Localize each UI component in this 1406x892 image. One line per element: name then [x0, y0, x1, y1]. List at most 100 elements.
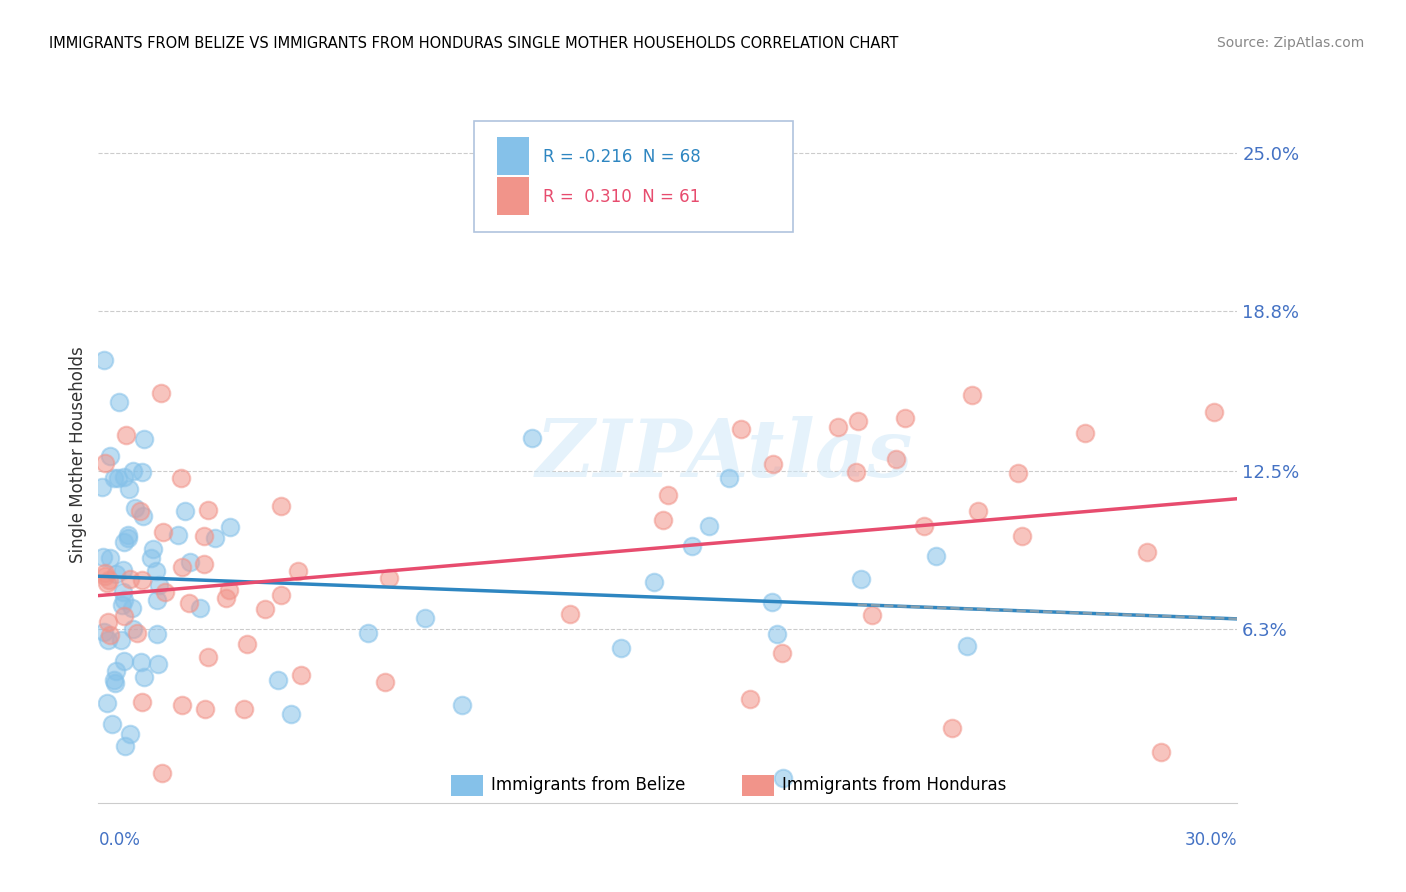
Point — [762, 457, 785, 471]
Point — [657, 487, 679, 501]
Point — [356, 626, 378, 640]
Point — [100, 716, 122, 731]
Point — [1204, 405, 1226, 419]
Point — [1011, 529, 1033, 543]
Point — [117, 528, 139, 542]
Point — [112, 593, 135, 607]
Point — [150, 766, 173, 780]
Text: R = -0.216  N = 68: R = -0.216 N = 68 — [543, 148, 700, 166]
Point — [770, 647, 793, 661]
FancyBboxPatch shape — [498, 177, 529, 215]
Point — [179, 555, 201, 569]
Point — [93, 352, 115, 367]
Point — [112, 534, 135, 549]
Point — [651, 513, 673, 527]
Point — [118, 572, 141, 586]
Point — [142, 541, 165, 556]
Point — [267, 673, 290, 687]
Point — [148, 578, 170, 592]
Point — [114, 739, 136, 753]
Point — [153, 584, 176, 599]
Point — [131, 695, 153, 709]
Point — [129, 503, 152, 517]
Point — [105, 664, 128, 678]
Text: R =  0.310  N = 61: R = 0.310 N = 61 — [543, 188, 700, 206]
Point — [884, 451, 907, 466]
Point — [146, 593, 169, 607]
Point — [177, 596, 200, 610]
Point — [197, 503, 219, 517]
Point — [956, 640, 979, 654]
Point — [139, 551, 162, 566]
Point — [150, 386, 173, 401]
Point — [91, 480, 114, 494]
Point — [112, 609, 135, 624]
Point — [1136, 545, 1159, 559]
Point — [860, 607, 883, 622]
Point — [194, 702, 217, 716]
Point — [966, 503, 988, 517]
Point — [104, 567, 127, 582]
Point — [765, 627, 787, 641]
Point — [215, 591, 238, 606]
Point — [761, 595, 783, 609]
Point — [110, 633, 132, 648]
Point — [120, 727, 142, 741]
Point — [110, 599, 132, 613]
Point — [827, 419, 849, 434]
Point — [846, 413, 869, 427]
Point — [772, 771, 794, 785]
Text: Immigrants from Honduras: Immigrants from Honduras — [782, 776, 1007, 795]
Text: Immigrants from Belize: Immigrants from Belize — [491, 776, 686, 795]
Point — [98, 450, 121, 464]
Point — [170, 471, 193, 485]
Point — [118, 482, 141, 496]
Point — [253, 602, 276, 616]
Point — [98, 551, 121, 566]
Point — [718, 471, 741, 485]
Point — [378, 571, 401, 585]
Point — [108, 395, 131, 409]
FancyBboxPatch shape — [474, 121, 793, 232]
Point — [287, 565, 309, 579]
Point — [610, 640, 633, 655]
Point — [1007, 466, 1029, 480]
Point — [98, 627, 121, 641]
Point — [270, 588, 292, 602]
Point — [912, 518, 935, 533]
Point — [1150, 745, 1173, 759]
Point — [117, 531, 139, 545]
Point — [280, 706, 302, 721]
Point — [173, 503, 195, 517]
Point — [103, 673, 125, 688]
Point — [146, 657, 169, 672]
Point — [111, 563, 134, 577]
Point — [682, 539, 704, 553]
Point — [115, 428, 138, 442]
Point — [218, 582, 240, 597]
Point — [131, 574, 153, 588]
Y-axis label: Single Mother Households: Single Mother Households — [69, 347, 87, 563]
Point — [413, 611, 436, 625]
Point — [197, 650, 219, 665]
Point — [236, 637, 259, 651]
Point — [124, 500, 146, 515]
Point — [849, 572, 872, 586]
Point — [112, 654, 135, 668]
Point — [146, 627, 169, 641]
Text: IMMIGRANTS FROM BELIZE VS IMMIGRANTS FROM HONDURAS SINGLE MOTHER HOUSEHOLDS CORR: IMMIGRANTS FROM BELIZE VS IMMIGRANTS FRO… — [49, 36, 898, 51]
Text: ZIPAtlas: ZIPAtlas — [536, 417, 914, 493]
Point — [925, 549, 948, 563]
Point — [152, 524, 174, 539]
Point — [134, 432, 156, 446]
Text: 30.0%: 30.0% — [1185, 830, 1237, 848]
Point — [97, 573, 120, 587]
Point — [520, 431, 543, 445]
Point — [1074, 426, 1097, 441]
Point — [374, 675, 396, 690]
Point — [107, 470, 129, 484]
Point — [697, 518, 720, 533]
Point — [290, 668, 312, 682]
Point — [845, 466, 868, 480]
Point — [97, 615, 120, 629]
